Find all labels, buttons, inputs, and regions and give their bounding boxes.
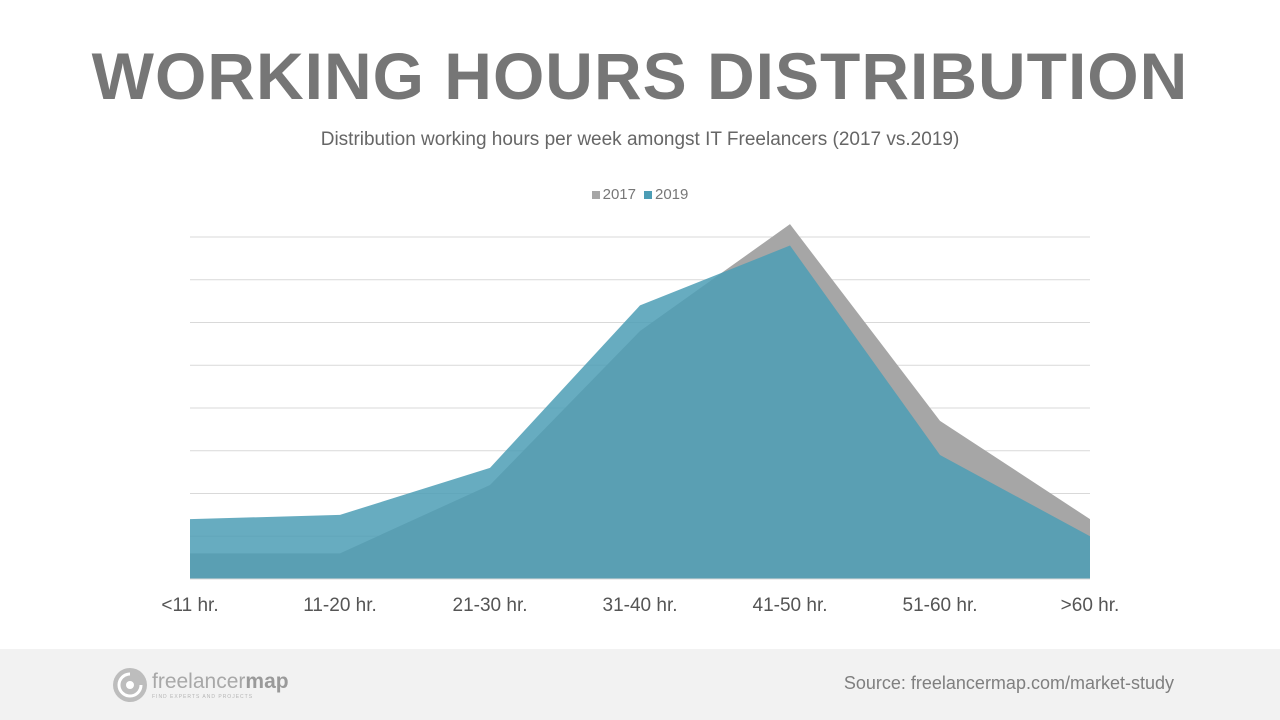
x-tick-label-4: 41-50 hr.	[753, 595, 828, 616]
x-tick-label-0: <11 hr.	[161, 595, 218, 616]
legend-swatch-2019	[644, 190, 652, 199]
legend-label-2019: 2019	[655, 186, 689, 203]
area-series-2019	[190, 245, 1090, 580]
chart-title: WORKING HOURS DISTRIBUTION	[91, 39, 1189, 113]
legend-label-2017: 2017	[602, 186, 636, 203]
x-tick-label-1: 11-20 hr.	[303, 595, 377, 616]
chart-legend: 2017 2019	[0, 186, 1280, 203]
legend-item-2019: 2019	[644, 186, 688, 203]
chart-subtitle: Distribution working hours per week amon…	[320, 129, 960, 150]
legend-swatch-2017	[591, 190, 600, 199]
legend-item-2017: 2017	[591, 186, 636, 203]
area-chart: <11 hr. 11-20 hr. 21-30 hr. 31-40 hr. 41-50 …	[161, 224, 1120, 616]
logo-wordmark: freelancermap	[152, 669, 289, 693]
footer-bar: freelancermap FIND EXPERTS AND PROJECTS …	[0, 649, 1280, 720]
logo-tagline: FIND EXPERTS AND PROJECTS	[152, 693, 254, 700]
freelancermap-logo: freelancermap FIND EXPERTS AND PROJECTS	[112, 665, 289, 705]
x-tick-label-3: 31-40 hr.	[603, 595, 678, 616]
source-text: Source: freelancermap.com/market-study	[843, 673, 1174, 693]
x-tick-label-2: 21-30 hr.	[453, 595, 528, 616]
x-tick-label-6: >60 hr.	[1061, 595, 1120, 616]
x-tick-label-5: 51-60 hr.	[903, 595, 978, 616]
logo-icon	[113, 668, 147, 702]
